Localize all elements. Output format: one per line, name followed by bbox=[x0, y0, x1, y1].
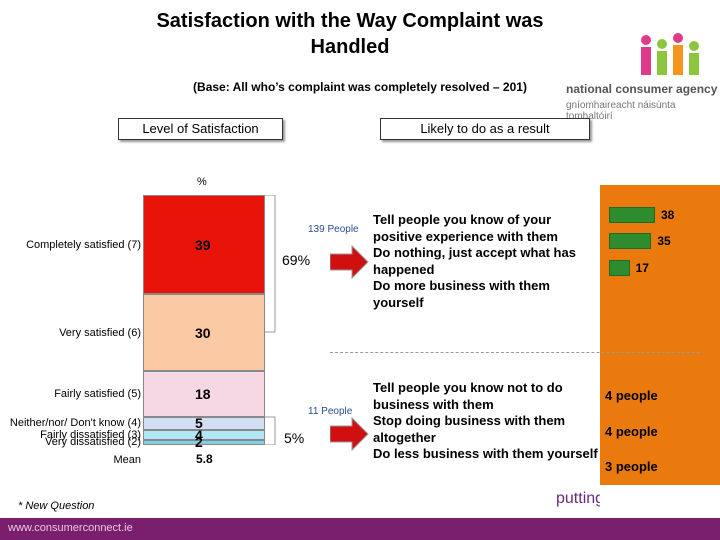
action-bar-value: 35 bbox=[657, 234, 671, 248]
category-label: Very dissatisfied (2) bbox=[45, 436, 141, 449]
bar-segment bbox=[143, 195, 265, 295]
mean-value: 5.8 bbox=[196, 452, 213, 466]
header-level-of-satisfaction: Level of Satisfaction bbox=[118, 118, 283, 140]
dissatisfied-action: Do less business with them yourself bbox=[373, 446, 598, 461]
satisfied-action: Tell people you know of your positive ex… bbox=[373, 212, 558, 244]
dissatisfied-action-value: 4 people bbox=[605, 388, 658, 403]
footer-url[interactable]: www.consumerconnect.ie bbox=[8, 522, 133, 534]
satisfied-percent: 69% bbox=[282, 252, 311, 268]
dissatisfied-actions-list: Tell people you know not to do business … bbox=[373, 380, 598, 463]
satisfied-actions-list: Tell people you know of your positive ex… bbox=[373, 212, 598, 311]
footer-bar bbox=[0, 518, 720, 540]
logo-subtitle: gníomhaireacht náisúnta tomhaltóirí bbox=[566, 100, 676, 122]
arrow-right-icon bbox=[330, 244, 369, 280]
satisfied-action: Do more business with them yourself bbox=[373, 278, 550, 310]
footer-tagline: putting c bbox=[556, 490, 600, 507]
category-label: Completely satisfied (7) bbox=[26, 238, 141, 251]
action-bar-value: 38 bbox=[661, 208, 675, 222]
logo-name: national consumer agency bbox=[566, 82, 718, 96]
dissatisfied-action-value: 4 people bbox=[605, 424, 658, 439]
base-note: (Base: All who’s complaint was completel… bbox=[193, 80, 527, 94]
nca-logo-icon bbox=[641, 33, 699, 75]
segment-value: 5 bbox=[195, 415, 203, 432]
dissatisfied-action: Tell people you know not to do business … bbox=[373, 380, 563, 412]
orange-panel bbox=[600, 185, 720, 485]
category-label: Very satisfied (6) bbox=[59, 326, 141, 339]
category-label: Fairly dissatisfied (3) bbox=[40, 428, 141, 441]
stacked-bar-chart bbox=[143, 195, 265, 445]
segment-value: 30 bbox=[195, 324, 211, 341]
bar-segment bbox=[143, 439, 265, 445]
arrow-right-icon bbox=[330, 416, 369, 452]
bar-segment bbox=[143, 429, 265, 440]
action-bar-value: 17 bbox=[635, 261, 649, 275]
new-question-note: * New Question bbox=[18, 500, 95, 512]
bar-segment bbox=[143, 294, 265, 371]
action-bar bbox=[609, 233, 652, 249]
category-label: Fairly satisfied (5) bbox=[54, 387, 141, 400]
action-bar bbox=[609, 260, 630, 276]
segment-value: 2 bbox=[195, 434, 203, 451]
category-label: Neither/nor/ Don't know (4) bbox=[9, 417, 141, 430]
segment-value: 39 bbox=[195, 236, 211, 253]
brackets bbox=[265, 195, 276, 445]
mean-label: Mean bbox=[113, 454, 141, 466]
satisfied-action: Do nothing, just accept what has happene… bbox=[373, 245, 576, 277]
dissatisfied-percent: 5% bbox=[284, 430, 305, 446]
dissatisfied-action-value: 3 people bbox=[605, 459, 658, 474]
bar-segment bbox=[143, 371, 265, 417]
action-bar bbox=[609, 207, 655, 223]
bar-segment bbox=[143, 416, 265, 430]
header-likely-to-do: Likely to do as a result bbox=[380, 118, 590, 140]
satisfied-people-count: 139 People bbox=[308, 224, 359, 235]
segment-value: 18 bbox=[195, 385, 211, 402]
dissatisfied-action: Stop doing business with them altogether bbox=[373, 413, 566, 445]
divider bbox=[330, 352, 700, 353]
segment-value: 4 bbox=[195, 426, 203, 443]
dissatisfied-people-count: 11 People bbox=[308, 406, 353, 417]
page-title: Satisfaction with the Way Complaint was … bbox=[156, 10, 544, 58]
left-percent-symbol: % bbox=[197, 176, 207, 188]
